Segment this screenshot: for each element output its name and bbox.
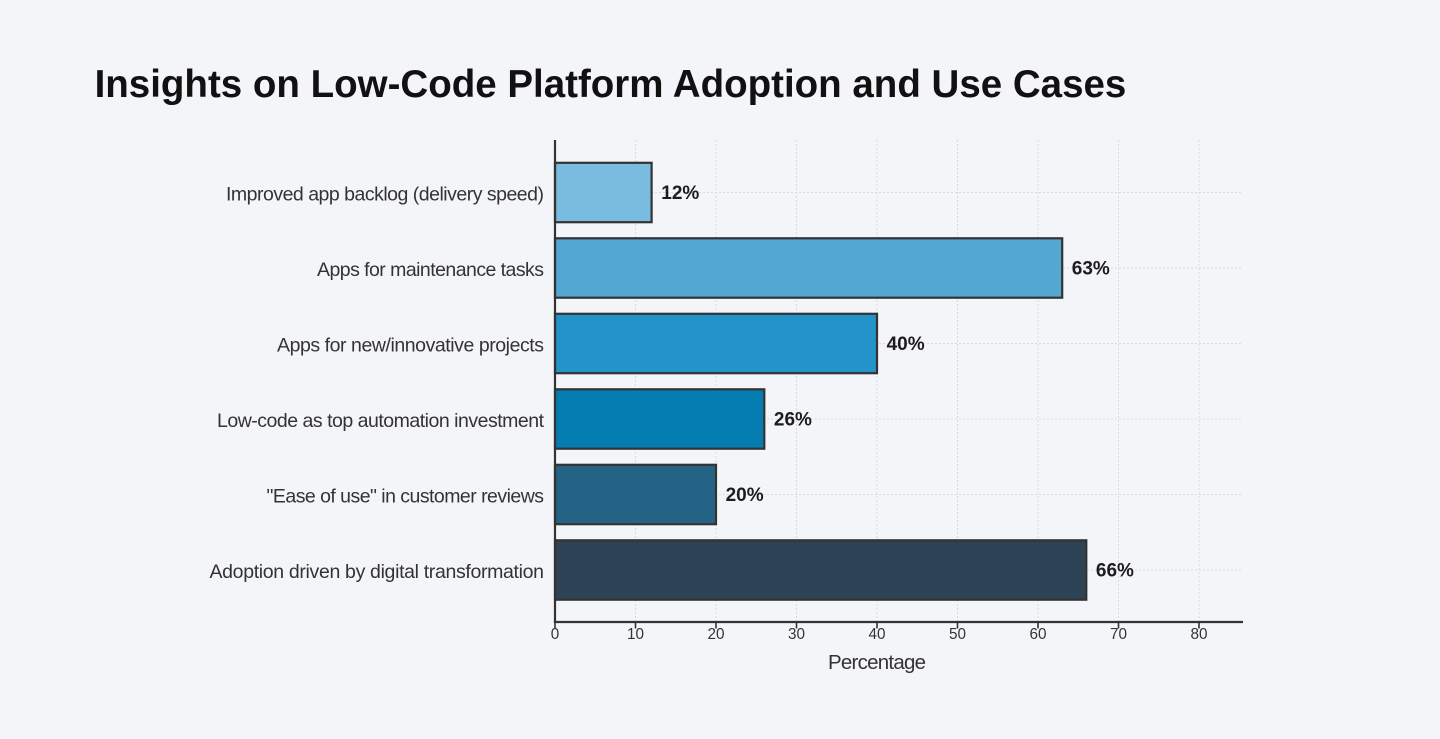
svg-text:12%: 12%	[661, 183, 699, 204]
svg-text:Improved app backlog (delivery: Improved app backlog (delivery speed)	[226, 183, 544, 205]
svg-text:66%: 66%	[1096, 560, 1134, 581]
svg-text:40%: 40%	[887, 334, 925, 355]
svg-text:26%: 26%	[774, 409, 812, 430]
svg-text:Percentage: Percentage	[828, 651, 926, 674]
svg-text:50: 50	[949, 626, 966, 643]
svg-text:Adoption driven by digital tra: Adoption driven by digital transformatio…	[210, 561, 545, 583]
svg-text:20: 20	[707, 626, 724, 643]
svg-text:Apps for new/innovative projec: Apps for new/innovative projects	[277, 334, 544, 356]
svg-text:30: 30	[788, 626, 805, 643]
svg-text:40: 40	[868, 626, 885, 643]
svg-text:"Ease of use" in customer revi: "Ease of use" in customer reviews	[267, 485, 545, 507]
svg-text:20%: 20%	[726, 485, 764, 506]
svg-text:63%: 63%	[1072, 258, 1110, 279]
svg-text:Apps for maintenance tasks: Apps for maintenance tasks	[317, 259, 544, 281]
svg-text:0: 0	[551, 626, 560, 643]
svg-text:70: 70	[1110, 626, 1127, 643]
svg-text:10: 10	[627, 626, 644, 643]
svg-text:60: 60	[1029, 626, 1046, 643]
svg-text:80: 80	[1190, 626, 1207, 643]
svg-text:Low-code as top automation inv: Low-code as top automation investment	[217, 410, 545, 432]
